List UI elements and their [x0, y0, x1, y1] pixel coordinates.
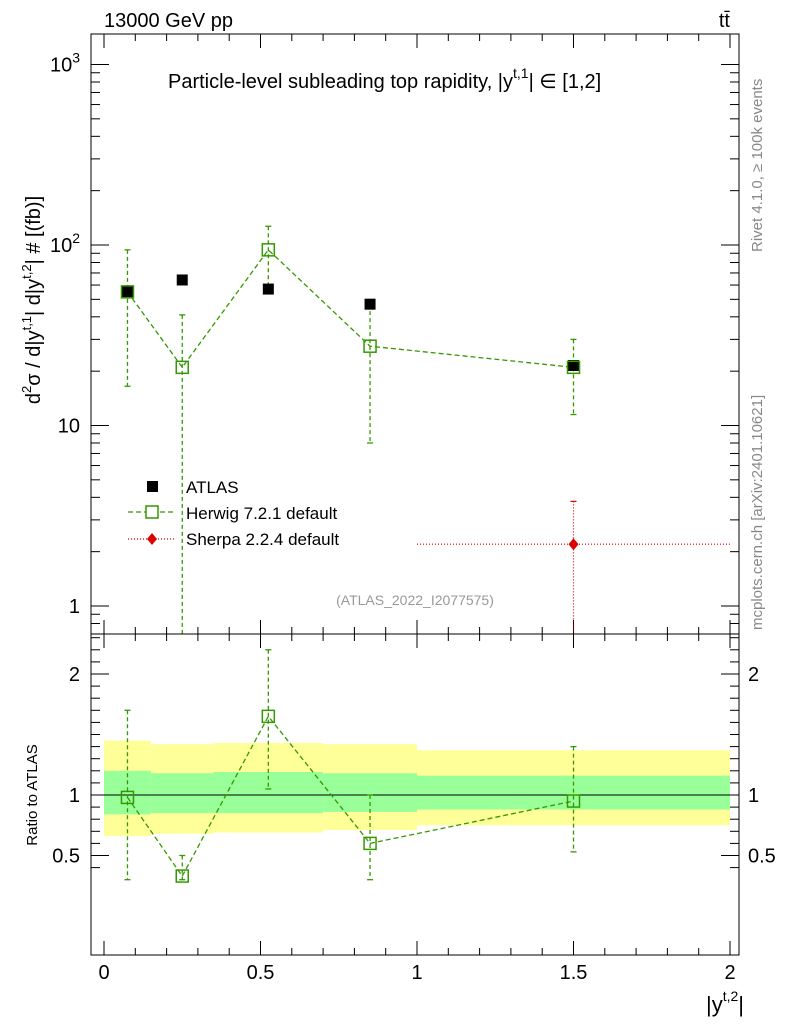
- legend-label-sherpa: Sherpa 2.2.4 default: [186, 530, 339, 549]
- herwig-line: [126, 248, 574, 369]
- ratio-panel: 0.5 0.5 1 1 2 2 0 0.5 1 1.5 2 Ratio to ATLAS |yt,2…: [24, 633, 776, 1017]
- y-tick-label-sup: 2: [72, 230, 80, 246]
- legend: ATLAS Herwig 7.2.1 default Sherpa 2.2.4 …: [128, 478, 339, 549]
- sherpa-point: [568, 538, 579, 551]
- atlas-point: [568, 359, 579, 371]
- watermark: (ATLAS_2022_I2077575): [336, 592, 494, 608]
- y-axis-label: d2σ / d|yt,1| d|yt,2| # [(fb)]: [19, 196, 45, 404]
- x-tick-label: 1: [411, 962, 422, 984]
- x-tick-label: 2: [724, 962, 735, 984]
- ratio-inner-band: [323, 773, 417, 812]
- ylabel-a-sup: 2: [19, 386, 34, 393]
- x-tick-label: 1.5: [560, 962, 588, 984]
- rivet-label: Rivet 4.1.0, ≥ 100k events: [749, 79, 766, 252]
- ylabel-c-sup: t,2: [19, 264, 34, 278]
- legend-marker-sherpa: [147, 533, 157, 545]
- xlabel-base: |y: [706, 992, 723, 1017]
- ratio-y-tick-label-right: 2: [748, 664, 759, 686]
- xlabel-sup: t,2: [723, 988, 739, 1004]
- ylabel-d: | # [(fb)]: [23, 196, 45, 265]
- atlas-point: [262, 283, 274, 295]
- process-label: tt̄: [719, 10, 731, 32]
- atlas-point: [121, 286, 133, 298]
- ratio-herwig-point: [363, 836, 377, 851]
- herwig-point: [363, 339, 377, 353]
- xlabel-end: |: [738, 992, 744, 1017]
- y-tick-label-base: 10: [50, 55, 72, 77]
- ratio-y-tick-label-left: 1: [69, 785, 80, 807]
- chart-title-suffix: | ∈ [1,2]: [529, 71, 602, 93]
- ratio-y-tick-label-left: 0.5: [52, 846, 80, 868]
- main-series: [120, 225, 730, 634]
- ratio-y-tick-label-left: 2: [69, 664, 80, 686]
- y-tick-label: 1: [69, 596, 80, 618]
- ratio-y-tick-label-right: 1: [748, 785, 759, 807]
- source-label: mcplots.cern.ch [arXiv:2401.10621]: [749, 395, 766, 630]
- ratio-inner-band: [104, 770, 151, 815]
- x-tick-label: 0.5: [247, 962, 275, 984]
- chart-title-sup: t,1: [513, 65, 529, 81]
- ylabel-c: | d|y: [23, 279, 45, 316]
- chart-title-prefix: Particle-level subleading top rapidity, …: [168, 71, 513, 93]
- herwig-point: [566, 360, 581, 375]
- ratio-herwig-point: [261, 709, 276, 724]
- ratio-herwig-point: [120, 790, 135, 805]
- main-ticks: [91, 34, 739, 635]
- y-tick-label-sup: 3: [72, 50, 80, 66]
- legend-marker-atlas: [147, 481, 158, 492]
- y-tick-label-base: 10: [50, 235, 72, 257]
- ratio-bands: [104, 740, 730, 837]
- chart-title: Particle-level subleading top rapidity, …: [168, 65, 601, 93]
- energy-label: 13000 GeV pp: [104, 10, 233, 32]
- y-tick-label: 10: [58, 416, 80, 438]
- x-tick-label: 0: [98, 962, 109, 984]
- herwig-point: [175, 360, 189, 375]
- atlas-point: [176, 274, 188, 286]
- ylabel-b-sup: t,1: [19, 316, 34, 330]
- ylabel-a: d: [23, 393, 45, 404]
- x-axis-label: |yt,2|: [706, 988, 744, 1017]
- ratio-inner-band: [150, 773, 214, 814]
- ylabel-b: σ / d|y: [23, 330, 45, 385]
- herwig-point: [120, 285, 135, 299]
- ratio-y-axis-label: Ratio to ATLAS: [24, 744, 41, 845]
- ratio-series: [120, 649, 581, 883]
- atlas-point: [364, 298, 376, 310]
- legend-marker-herwig: [145, 505, 159, 519]
- legend-label-atlas: ATLAS: [186, 478, 239, 497]
- y-tick-label: 103: [50, 50, 80, 77]
- ratio-herwig-point: [566, 794, 581, 808]
- ratio-ticks: [91, 634, 739, 955]
- legend-label-herwig: Herwig 7.2.1 default: [186, 504, 337, 523]
- ratio-herwig-point: [175, 869, 189, 883]
- y-tick-label: 102: [50, 230, 80, 257]
- herwig-point: [261, 243, 276, 257]
- ratio-y-tick-label-right: 0.5: [748, 846, 776, 868]
- ratio-tick-labels: 0.5 0.5 1 1 2 2 0 0.5 1 1.5 2: [52, 664, 776, 984]
